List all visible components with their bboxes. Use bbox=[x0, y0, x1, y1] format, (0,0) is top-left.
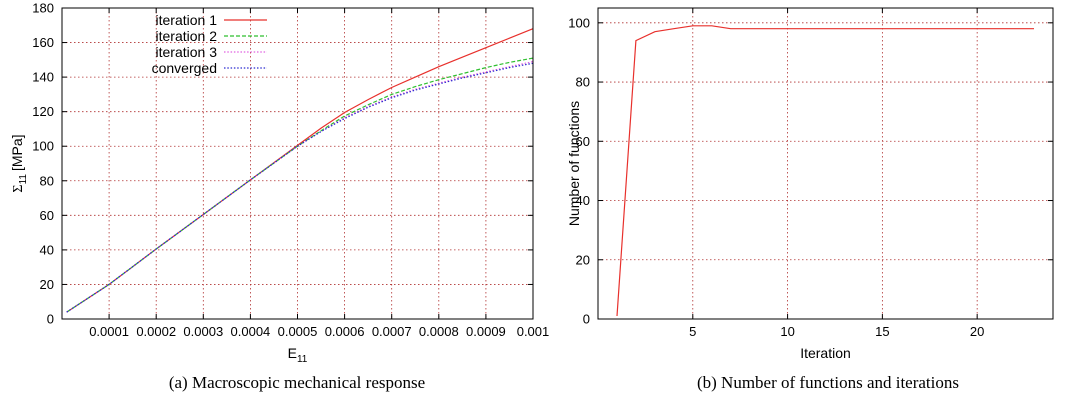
chart-a-x-axis-label: E11 bbox=[288, 345, 308, 365]
caption-a: (a) Macroscopic mechanical response bbox=[169, 373, 425, 392]
x-tick-label: 0.0007 bbox=[372, 324, 412, 339]
series-line-iteration-3 bbox=[66, 61, 534, 313]
x-tick-label: 0.0005 bbox=[278, 324, 318, 339]
chart-b-x-axis-label: Iteration bbox=[800, 345, 851, 361]
chart-a-y-axis-label: Σ11[MPa] bbox=[9, 134, 29, 192]
chart-a-grid bbox=[62, 8, 533, 319]
caption-b: (b) Number of functions and iterations bbox=[697, 373, 959, 392]
y-tick-label: 100 bbox=[568, 15, 590, 30]
y-tick-label: 0 bbox=[583, 312, 590, 327]
x-tick-label: 0.0003 bbox=[183, 324, 223, 339]
y-tick-label: 100 bbox=[32, 139, 54, 154]
chart-b-ticks: 0 20 40 60 80 100 5 10 15 20 bbox=[568, 8, 1053, 339]
chart-functions-iterations: 0 20 40 60 80 100 5 10 15 20 Iteration Number of … bbox=[566, 7, 1054, 392]
x-tick-label: 0.0008 bbox=[419, 324, 459, 339]
chart-mechanical-response: 0 20 40 60 80 100 120 140 160 180 0.0001 0.0002 0.00… bbox=[9, 1, 549, 393]
x-tick-label: 15 bbox=[875, 324, 889, 339]
chart-b-grid bbox=[598, 8, 1053, 319]
x-tick-label: 10 bbox=[780, 324, 794, 339]
series-line-converged bbox=[66, 62, 534, 313]
y-tick-label: 180 bbox=[32, 1, 54, 16]
y-tick-label: 140 bbox=[32, 70, 54, 85]
y-tick-label: 60 bbox=[40, 208, 54, 223]
x-tick-label: 0.0001 bbox=[89, 324, 129, 339]
x-tick-label: 0.001 bbox=[517, 324, 550, 339]
y-tick-label: 20 bbox=[576, 252, 590, 267]
legend-label: converged bbox=[152, 60, 217, 76]
chart-b-series bbox=[616, 25, 1034, 317]
y-tick-label: 60 bbox=[576, 134, 590, 149]
y-tick-label: 40 bbox=[40, 242, 54, 257]
y-tick-label: 0 bbox=[47, 312, 54, 327]
y-tick-label: 120 bbox=[32, 104, 54, 119]
series-line-iteration-1 bbox=[66, 28, 534, 313]
chart-a-ticks: 0 20 40 60 80 100 120 140 160 180 0.0001 0.0002 0.00… bbox=[32, 1, 549, 340]
chart-b-frame bbox=[597, 7, 1054, 320]
legend-label: iteration 2 bbox=[156, 28, 218, 44]
x-tick-label: 5 bbox=[689, 324, 696, 339]
y-tick-label: 40 bbox=[576, 193, 590, 208]
x-tick-label: 0.0002 bbox=[136, 324, 176, 339]
series-line-0 bbox=[616, 25, 1034, 317]
series-line-iteration-2 bbox=[66, 57, 534, 313]
x-tick-label: 20 bbox=[970, 324, 984, 339]
chart-b-y-axis-label: Number of functions bbox=[566, 101, 582, 226]
y-tick-label: 80 bbox=[576, 75, 590, 90]
chart-a-series bbox=[66, 28, 534, 313]
y-tick-label: 20 bbox=[40, 277, 54, 292]
x-tick-label: 0.0004 bbox=[231, 324, 271, 339]
x-tick-label: 0.0006 bbox=[325, 324, 365, 339]
y-tick-label: 160 bbox=[32, 35, 54, 50]
legend-label: iteration 3 bbox=[156, 44, 218, 60]
x-tick-label: 0.0009 bbox=[466, 324, 506, 339]
y-tick-label: 80 bbox=[40, 173, 54, 188]
legend-label: iteration 1 bbox=[156, 12, 218, 28]
